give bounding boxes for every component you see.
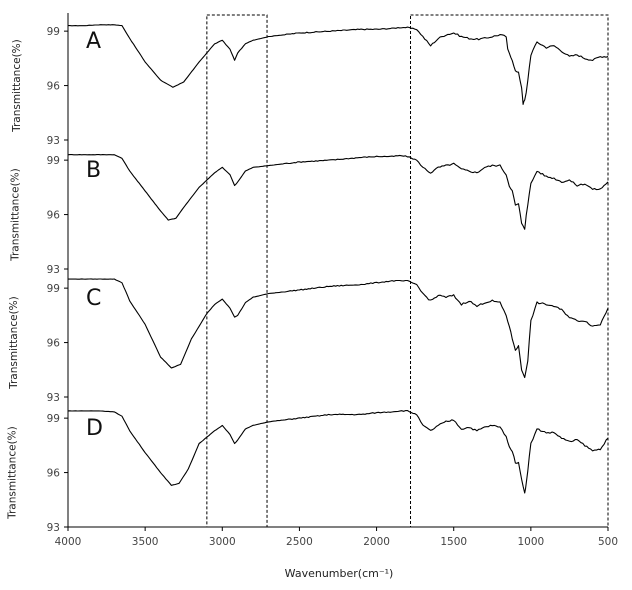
x-tick-label: 1500: [440, 536, 467, 548]
y-tick-label: 99: [47, 413, 60, 425]
x-tick-label: 2500: [286, 536, 313, 548]
y-axis-label: Transmittance(%): [7, 426, 19, 520]
highlight-regions: [206, 14, 609, 528]
x-tick-label: 4000: [55, 536, 82, 548]
highlight-region-box: [410, 14, 609, 528]
y-tick-label: 96: [47, 468, 61, 480]
spectrum-line-d: [67, 409, 609, 494]
y-tick-label: 99: [47, 155, 60, 167]
y-tick-label: 93: [47, 392, 60, 404]
axes: [67, 13, 608, 528]
x-tick-label: 2000: [363, 536, 390, 548]
x-tick-label: 3500: [132, 536, 159, 548]
panel-c: 99 96 93 Transmittance(%) C: [8, 278, 609, 404]
panel-b: 99 96 93 Transmittance(%) B: [10, 154, 609, 276]
panel-label: D: [86, 416, 103, 441]
spectra-panels: 99 96 93 Transmittance(%) A 99 96 93 Transmittan…: [7, 24, 609, 534]
panel-d: 99 96 93 Transmittance(%) D: [7, 409, 609, 534]
x-ticks: 4000 3500 3000 2500 2000 1500 1000 500: [55, 527, 618, 548]
y-axis-label: Transmittance(%): [11, 39, 23, 133]
spectrum-line-c: [67, 278, 609, 379]
x-tick-label: 500: [598, 536, 618, 548]
y-tick-label: 99: [47, 26, 60, 38]
highlight-region-box: [206, 14, 268, 528]
panel-label: C: [86, 286, 101, 311]
x-axis-label: Wavenumber(cm⁻¹): [285, 567, 394, 580]
x-tick-label: 3000: [209, 536, 236, 548]
y-axis-label: Transmittance(%): [10, 168, 22, 262]
x-tick-label: 1000: [517, 536, 544, 548]
y-tick-label: 96: [47, 338, 61, 350]
y-axis-label: Transmittance(%): [8, 296, 20, 390]
y-tick-label: 93: [47, 264, 60, 276]
y-tick-label: 99: [47, 283, 60, 295]
spectrum-line-a: [68, 24, 609, 105]
panel-label: B: [86, 158, 101, 183]
panel-a: 99 96 93 Transmittance(%) A: [11, 24, 609, 147]
y-tick-label: 96: [47, 210, 61, 222]
y-tick-label: 93: [47, 135, 60, 147]
y-tick-label: 96: [47, 81, 61, 93]
spectrum-line-b: [67, 154, 609, 230]
y-tick-label: 93: [47, 522, 60, 534]
panel-label: A: [86, 29, 101, 54]
